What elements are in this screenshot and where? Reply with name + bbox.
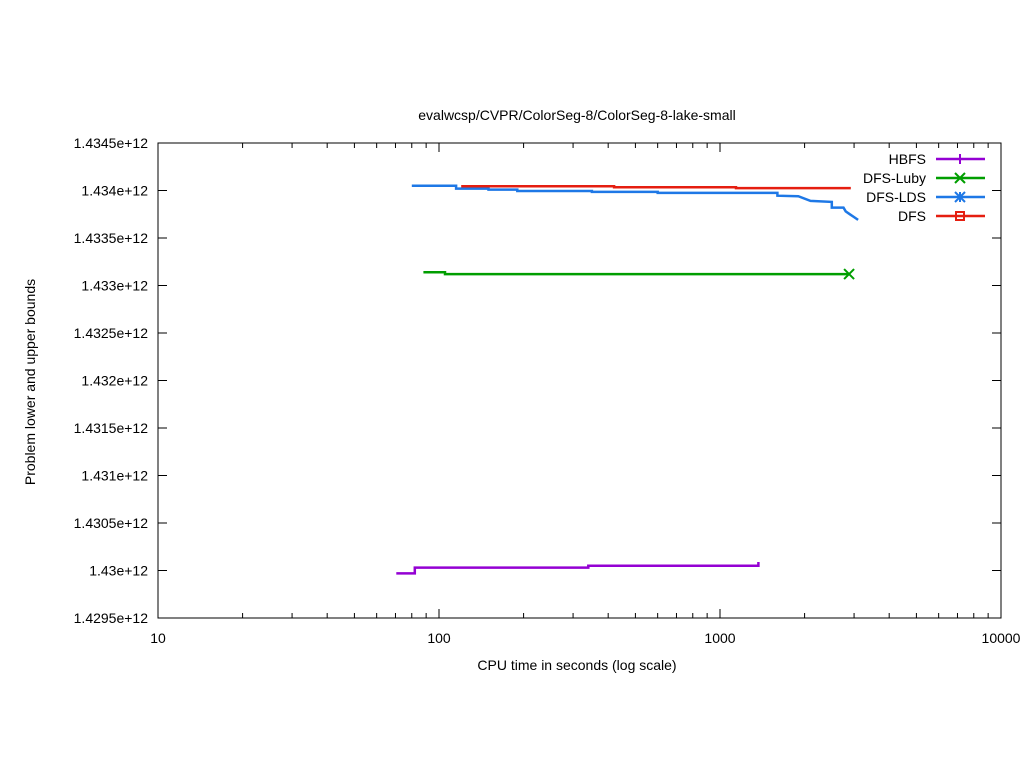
y-tick-label: 1.433e+12 (81, 278, 148, 294)
legend-marker-dfs-lds (954, 191, 966, 203)
x-tick-label: 10000 (982, 630, 1021, 646)
y-axis-label: Problem lower and upper bounds (22, 279, 38, 485)
legend-label: HBFS (889, 151, 926, 167)
legend-marker-dfs (955, 211, 965, 221)
legend-entry-dfs-lds: DFS-LDS (866, 189, 985, 205)
x-axis-label: CPU time in seconds (log scale) (477, 657, 676, 673)
legend-entry-dfs: DFS (898, 208, 985, 224)
chart-title: evalwcsp/CVPR/ColorSeg-8/ColorSeg-8-lake… (418, 107, 735, 123)
y-tick-label: 1.432e+12 (81, 373, 148, 389)
axis-ticks (157, 142, 1002, 619)
y-tick-label: 1.4325e+12 (74, 325, 149, 341)
y-tick-label: 1.4305e+12 (74, 515, 149, 531)
legend-label: DFS-LDS (866, 189, 926, 205)
series-point-dfs-luby (843, 268, 855, 280)
y-tick-label: 1.434e+12 (81, 183, 148, 199)
x-tick-labels: 10 100 1000 10000 (150, 630, 1020, 646)
legend-entry-hbfs: HBFS (889, 151, 985, 167)
legend-marker-hbfs (955, 154, 965, 164)
y-tick-label: 1.4315e+12 (74, 420, 149, 436)
y-tick-label: 1.4295e+12 (74, 610, 149, 626)
y-tick-label: 1.4345e+12 (74, 135, 149, 151)
series-lines (396, 184, 859, 575)
series-line-hbfs (396, 562, 760, 575)
x-tick-label: 1000 (704, 630, 735, 646)
y-tick-label: 1.431e+12 (81, 468, 148, 484)
legend-marker-dfs-luby (954, 172, 966, 184)
y-tick-label: 1.43e+12 (89, 563, 148, 579)
x-tick-label: 100 (427, 630, 451, 646)
plot-frame (157, 142, 1002, 619)
series-line-dfs (461, 184, 851, 190)
series-line-dfs-luby (423, 270, 850, 276)
legend-entry-dfs-luby: DFS-Luby (863, 170, 985, 186)
y-tick-labels: 1.4295e+12 1.43e+12 1.4305e+12 1.431e+12 1.4… (74, 135, 149, 626)
legend: HBFS DFS-Luby DFS-LDS DFS (863, 151, 985, 224)
x-tick-label: 10 (150, 630, 166, 646)
legend-label: DFS-Luby (863, 170, 926, 186)
legend-label: DFS (898, 208, 926, 224)
series-line-dfs-lds (411, 184, 859, 221)
y-tick-label: 1.4335e+12 (74, 230, 149, 246)
